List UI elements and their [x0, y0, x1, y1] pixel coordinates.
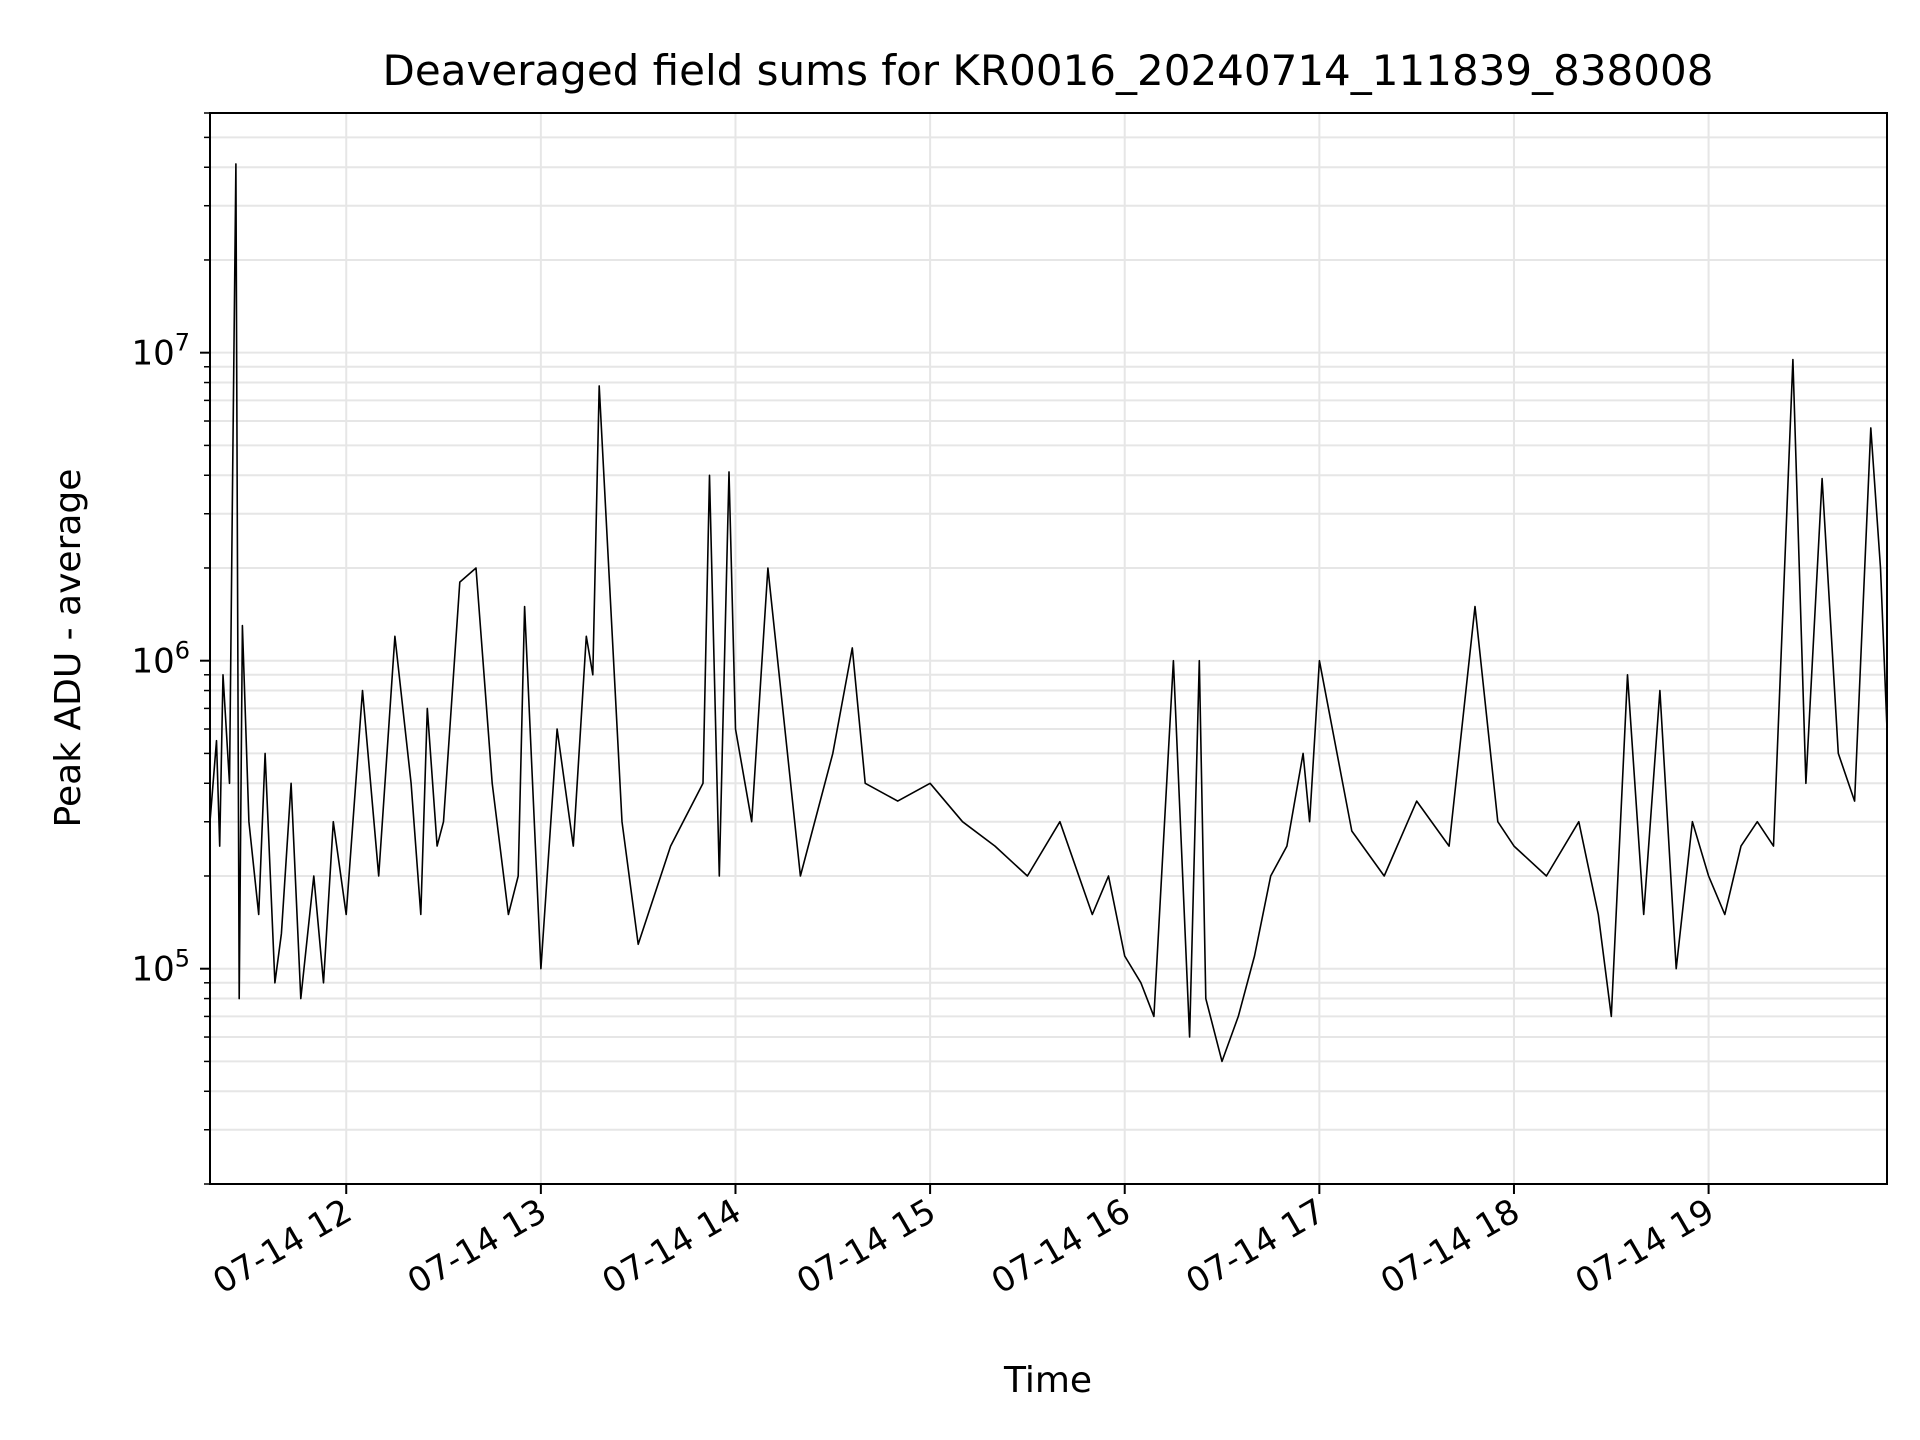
x-tick-label: 07-14 18	[1374, 1191, 1526, 1302]
chart-title: Deaveraged field sums for KR0016_2024071…	[383, 46, 1714, 95]
plot-frame	[209, 112, 1888, 1185]
grid-layer	[210, 112, 1887, 1185]
series-line-1	[209, 163, 1888, 1063]
x-tick-label: 07-14 19	[1569, 1191, 1721, 1302]
x-tick-label: 07-14 15	[790, 1191, 942, 1302]
x-tick-label: 07-14 16	[985, 1191, 1137, 1302]
y-tick-label: 107	[131, 329, 190, 374]
series-line-layer	[209, 163, 1888, 1063]
y-tick-label: 105	[131, 945, 190, 990]
x-tick-label: 07-14 12	[206, 1191, 358, 1302]
x-tick-label: 07-14 13	[401, 1191, 553, 1302]
y-tick-label: 106	[131, 637, 190, 682]
x-tick-label: 07-14 17	[1179, 1191, 1331, 1302]
y-axis-label: Peak ADU - average	[48, 469, 89, 828]
x-axis-label: Time	[1003, 1360, 1092, 1401]
x-tick-label: 07-14 14	[596, 1191, 748, 1302]
